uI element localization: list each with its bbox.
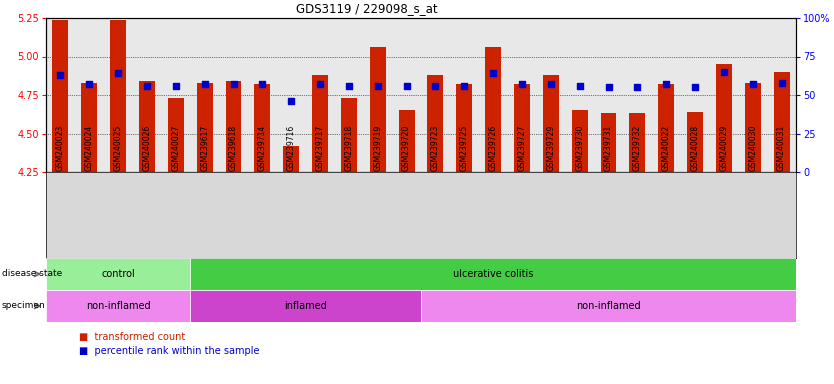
Text: control: control [101,269,135,279]
Bar [745,83,761,172]
Bar [456,84,472,172]
Point [400,83,414,89]
Bar [168,98,183,172]
Bar [687,112,703,172]
Bar [110,20,126,172]
Bar [572,110,588,172]
Point [631,84,644,90]
Point [573,83,586,89]
Bar [197,83,213,172]
Point [429,83,442,89]
Point [458,83,471,89]
Point [371,83,384,89]
Bar [399,110,414,172]
Point [112,70,125,76]
Bar [514,84,530,172]
Bar [600,114,616,172]
Point [198,81,211,87]
Text: GDS3119 / 229098_s_at: GDS3119 / 229098_s_at [296,2,438,15]
Text: non-inflamed: non-inflamed [576,301,641,311]
Point [169,83,183,89]
Point [53,72,67,78]
Bar [46,258,190,290]
Point [227,81,240,87]
Bar [774,72,790,172]
Point [717,69,731,75]
Bar [284,146,299,172]
Point [775,79,788,86]
Bar [190,258,796,290]
Point [660,81,673,87]
Point [83,81,96,87]
Bar [190,290,421,322]
Bar [46,290,190,322]
Text: specimen: specimen [2,301,45,311]
Bar [369,47,385,172]
Bar [630,114,646,172]
Point [140,83,153,89]
Bar [543,75,559,172]
Text: ulcerative colitis: ulcerative colitis [453,269,533,279]
Bar [485,47,501,172]
Text: ■  transformed count: ■ transformed count [79,332,185,342]
Text: ■  percentile rank within the sample: ■ percentile rank within the sample [79,346,259,356]
Bar [341,98,357,172]
Bar [428,75,444,172]
Bar [53,20,68,172]
Point [284,98,298,104]
Point [314,81,327,87]
Text: inflamed: inflamed [284,301,327,311]
Text: non-inflamed: non-inflamed [86,301,150,311]
Point [342,83,355,89]
Point [515,81,529,87]
Bar [254,84,270,172]
Bar [139,81,155,172]
Bar [312,75,328,172]
Text: disease state: disease state [2,270,62,278]
Point [688,84,701,90]
Point [486,70,500,76]
Point [746,81,760,87]
Point [602,84,615,90]
Bar [421,290,796,322]
Bar [716,64,731,172]
Point [544,81,557,87]
Bar [82,83,98,172]
Bar [225,81,241,172]
Bar [658,84,674,172]
Point [256,81,269,87]
